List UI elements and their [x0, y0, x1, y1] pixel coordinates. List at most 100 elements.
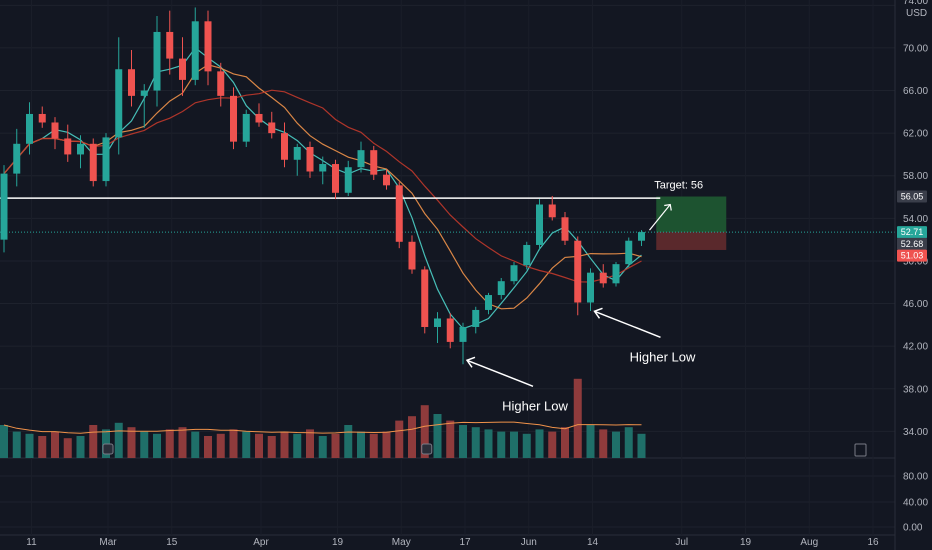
y-tick-label: 50.00 [903, 256, 928, 267]
x-tick-label: Aug [800, 537, 818, 548]
volume-bar [471, 427, 480, 458]
axis-panel [895, 0, 932, 550]
candle-body [191, 21, 199, 80]
volume-bar [25, 433, 34, 458]
price-tag [897, 226, 927, 239]
volume-bar [267, 436, 276, 458]
candle-body [574, 240, 582, 303]
volume-bar [191, 431, 200, 458]
volume-bar [344, 425, 353, 458]
volume-bar [420, 405, 429, 458]
target-arrow [649, 204, 671, 231]
volume-bar [204, 436, 212, 458]
volume-bar [293, 433, 302, 458]
volume-average-line [3, 421, 642, 434]
candle-body [51, 122, 59, 139]
target-arrowhead [664, 203, 672, 211]
volume-bar [497, 431, 506, 458]
candle-body [128, 69, 135, 96]
annotations: Higher Low Higher Low [465, 307, 696, 413]
candle-body [587, 272, 594, 303]
volume-bar [586, 425, 595, 458]
candle-body [497, 281, 505, 296]
time-axis: 11 Mar 15 Apr 19 May 17 Jun 14 Jul 19 Aug 16 [26, 537, 879, 548]
annotation-arrowhead-0 [465, 356, 476, 368]
candle-body [421, 269, 429, 327]
candle-body [77, 143, 84, 155]
volume-bar [573, 378, 582, 458]
x-tick-label: Mar [99, 537, 117, 548]
candle-body [166, 31, 174, 59]
candle-body [485, 295, 492, 310]
price-tag [897, 237, 927, 250]
earnings-icons [102, 443, 867, 457]
candle-body [332, 164, 339, 193]
volume-bars [0, 378, 646, 458]
volume-bar [408, 416, 416, 458]
volume-bar [624, 427, 633, 458]
y-tick-label: 42.00 [903, 342, 928, 353]
candle-body [561, 217, 569, 241]
moving-averages [3, 47, 642, 434]
price-tag-label: 51.03 [901, 251, 924, 261]
candle-body [102, 137, 110, 182]
y-tick-label: 58.00 [903, 171, 928, 182]
volume-bar [76, 436, 85, 458]
volume-bar [318, 436, 327, 458]
volume-bar [331, 433, 340, 458]
price-tag [897, 249, 927, 262]
candle-body [38, 113, 46, 123]
volume-bar [535, 429, 544, 458]
candle-body [115, 69, 123, 138]
indicator-e-icon [854, 443, 867, 457]
volume-tick-label: 80.00 [903, 472, 928, 483]
candle-body [89, 143, 97, 182]
volume-bar [242, 431, 251, 458]
candle-body [204, 21, 212, 72]
annotation-arrowhead-1 [593, 307, 603, 319]
price-axis: USD 70.00 66.00 62.00 58.00 54.00 50.00 46.00 42… [894, 0, 932, 550]
price-tag-label: 56.05 [901, 192, 924, 202]
candle-body [293, 146, 301, 160]
y-tick-label: 38.00 [903, 384, 928, 395]
annotation-arrow-1 [594, 310, 661, 338]
y-tick-label: 34.00 [903, 427, 928, 438]
volume-bar [89, 425, 98, 458]
candle-body [459, 326, 467, 342]
y-tick-label-top: 74.00 [903, 0, 928, 7]
volume-bar [255, 433, 263, 458]
candle-body [625, 240, 633, 265]
candle-body [230, 95, 237, 142]
candle-body [242, 113, 250, 142]
volume-tick-label: 0.00 [903, 523, 923, 534]
candle-body [612, 264, 620, 284]
earnings-e-icon [421, 443, 433, 455]
volume-bar [178, 427, 187, 458]
volume-bar [357, 431, 365, 458]
volume-bar [140, 431, 149, 458]
volume-bar [459, 425, 467, 458]
volume-bar [548, 431, 557, 458]
candle-body [548, 204, 556, 218]
volume-tick-label: 40.00 [903, 498, 928, 509]
candle-body [472, 309, 480, 327]
target-label: Target: 56 [654, 180, 703, 192]
price-tag [897, 190, 927, 203]
moving-average-line [3, 47, 642, 330]
candle-body [306, 146, 314, 172]
volume-bar [433, 414, 442, 458]
volume-bar [446, 420, 455, 458]
volume-bar [280, 431, 289, 458]
volume-bar [484, 429, 493, 458]
candle-body [255, 113, 263, 123]
y-tick-label: 70.00 [903, 43, 928, 54]
volume-bar [165, 429, 174, 458]
candle-body [523, 244, 531, 266]
currency-label: USD [906, 8, 927, 19]
y-tick-label: 54.00 [903, 214, 928, 225]
x-tick-label: 16 [867, 537, 879, 548]
volume-bar [395, 420, 404, 458]
x-tick-label: Jun [521, 537, 537, 548]
candle-body [536, 204, 543, 245]
